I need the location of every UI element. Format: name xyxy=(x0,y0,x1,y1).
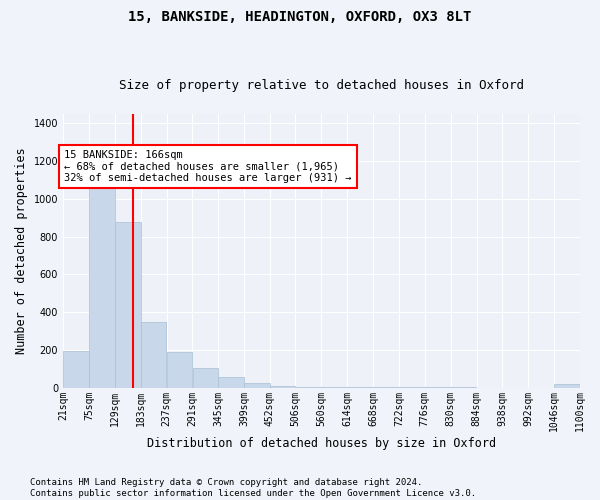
Bar xyxy=(167,352,192,388)
Bar xyxy=(193,368,218,388)
X-axis label: Distribution of detached houses by size in Oxford: Distribution of detached houses by size … xyxy=(147,437,496,450)
Text: 15 BANKSIDE: 166sqm
← 68% of detached houses are smaller (1,965)
32% of semi-det: 15 BANKSIDE: 166sqm ← 68% of detached ho… xyxy=(64,150,352,183)
Bar xyxy=(218,377,244,388)
Bar xyxy=(554,384,580,388)
Bar xyxy=(322,387,347,388)
Bar xyxy=(115,222,140,388)
Bar xyxy=(63,351,89,388)
Y-axis label: Number of detached properties: Number of detached properties xyxy=(15,148,28,354)
Bar xyxy=(296,386,321,388)
Text: Contains HM Land Registry data © Crown copyright and database right 2024.
Contai: Contains HM Land Registry data © Crown c… xyxy=(30,478,476,498)
Text: 15, BANKSIDE, HEADINGTON, OXFORD, OX3 8LT: 15, BANKSIDE, HEADINGTON, OXFORD, OX3 8L… xyxy=(128,10,472,24)
Bar xyxy=(89,176,115,388)
Bar xyxy=(141,322,166,388)
Title: Size of property relative to detached houses in Oxford: Size of property relative to detached ho… xyxy=(119,79,524,92)
Bar xyxy=(244,383,270,388)
Bar xyxy=(269,386,295,388)
